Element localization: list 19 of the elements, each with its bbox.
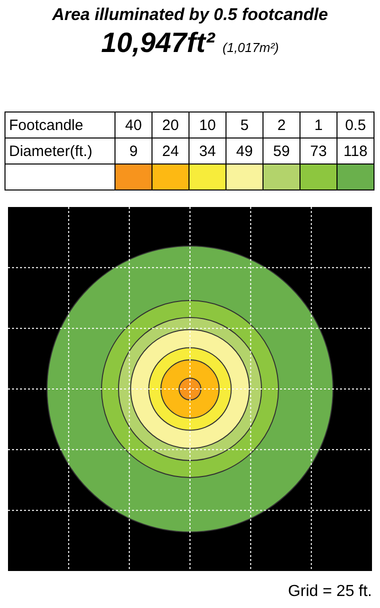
category-label: 0.5 <box>345 117 366 134</box>
text: Area illuminated by 0.5 footcandle <box>51 5 328 24</box>
category-label: 5 <box>240 117 249 134</box>
category-label: 40 <box>125 117 142 134</box>
data-label: 59 <box>273 143 290 160</box>
data-label: 118 <box>344 143 368 160</box>
text: 10,947ft² (1,017m²) <box>101 27 279 58</box>
data-label: 24 <box>162 143 179 160</box>
category-label: 2 <box>277 117 286 134</box>
category-label: 1 <box>314 117 323 134</box>
category-label: 20 <box>162 117 179 134</box>
text: Grid = 25 ft. <box>288 583 372 600</box>
data-label: 73 <box>310 143 327 160</box>
data-label: 34 <box>199 143 216 160</box>
data-label: 9 <box>129 143 138 160</box>
category-label: 10 <box>199 117 216 134</box>
data-label: 49 <box>236 143 253 160</box>
text: Footcandle <box>9 117 84 134</box>
text: Diameter(ft.) <box>9 143 92 160</box>
